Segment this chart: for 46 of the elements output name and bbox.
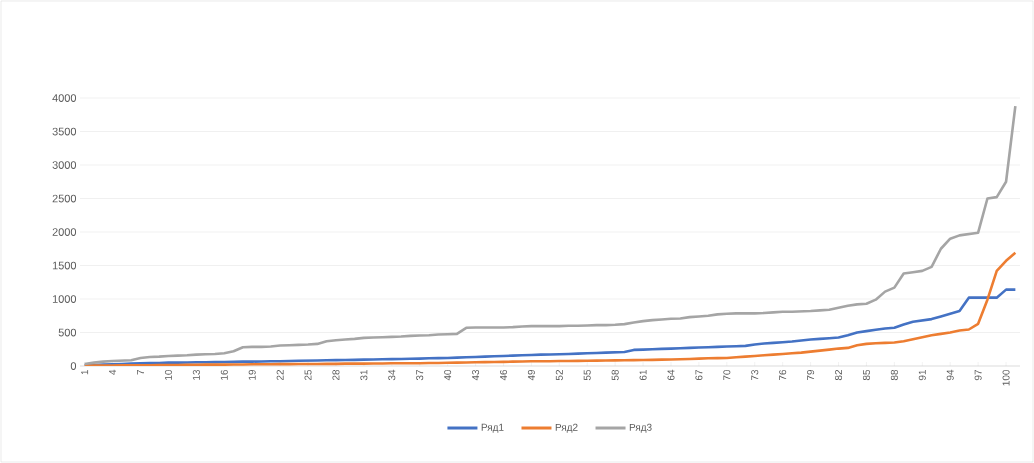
y-tick-label: 3500 [52, 127, 77, 136]
x-tick-label: 4 [109, 369, 116, 375]
legend-label: Ряд1 [481, 423, 504, 433]
x-tick-label: 31 [360, 370, 368, 381]
legend-label: Ряд3 [629, 423, 652, 433]
y-tick-label: 2500 [52, 194, 77, 203]
x-tick-label: 28 [332, 369, 340, 381]
x-tick-label: 100 [1002, 369, 1010, 386]
x-tick-label: 37 [416, 370, 424, 381]
x-tick-label: 7 [137, 370, 144, 375]
x-tick-label: 16 [220, 369, 228, 380]
x-tick-label: 40 [444, 369, 452, 381]
x-tick-label: 49 [527, 369, 535, 381]
x-tick-label: 13 [192, 369, 200, 380]
x-tick-label: 43 [472, 369, 480, 381]
y-tick-label: 1000 [52, 295, 77, 303]
y-tick-label: 500 [58, 328, 77, 337]
x-tick-label: 10 [164, 369, 172, 380]
x-tick-label: 73 [751, 369, 759, 381]
x-tick-label: 91 [918, 370, 926, 381]
x-tick-label: 25 [304, 369, 312, 381]
x-tick-label: 46 [499, 369, 507, 381]
y-tick-label: 3000 [52, 161, 77, 169]
y-tick-label: 1500 [52, 261, 77, 270]
x-tick-label: 97 [974, 370, 982, 381]
x-tick-label: 55 [583, 369, 591, 381]
x-tick-label: 61 [639, 370, 647, 381]
y-tick-label: 4000 [52, 94, 77, 102]
x-tick-label: 1 [81, 370, 89, 375]
x-tick-label: 64 [667, 369, 675, 381]
y-tick-label: 0 [70, 362, 77, 370]
x-tick-label: 19 [248, 369, 256, 380]
y-tick-label: 2000 [52, 228, 77, 236]
x-tick-label: 67 [695, 370, 703, 381]
x-tick-label: 58 [611, 369, 619, 381]
x-tick-label: 76 [779, 369, 787, 381]
x-tick-label: 22 [276, 370, 284, 381]
x-tick-label: 94 [946, 369, 954, 381]
x-tick-label: 79 [807, 369, 815, 381]
x-tick-label: 82 [835, 370, 843, 381]
x-tick-label: 52 [555, 370, 563, 381]
legend-label: Ряд2 [555, 423, 578, 433]
x-tick-label: 88 [890, 369, 898, 381]
x-tick-label: 85 [862, 369, 870, 381]
x-tick-label: 70 [723, 369, 731, 381]
x-tick-label: 34 [388, 369, 396, 381]
